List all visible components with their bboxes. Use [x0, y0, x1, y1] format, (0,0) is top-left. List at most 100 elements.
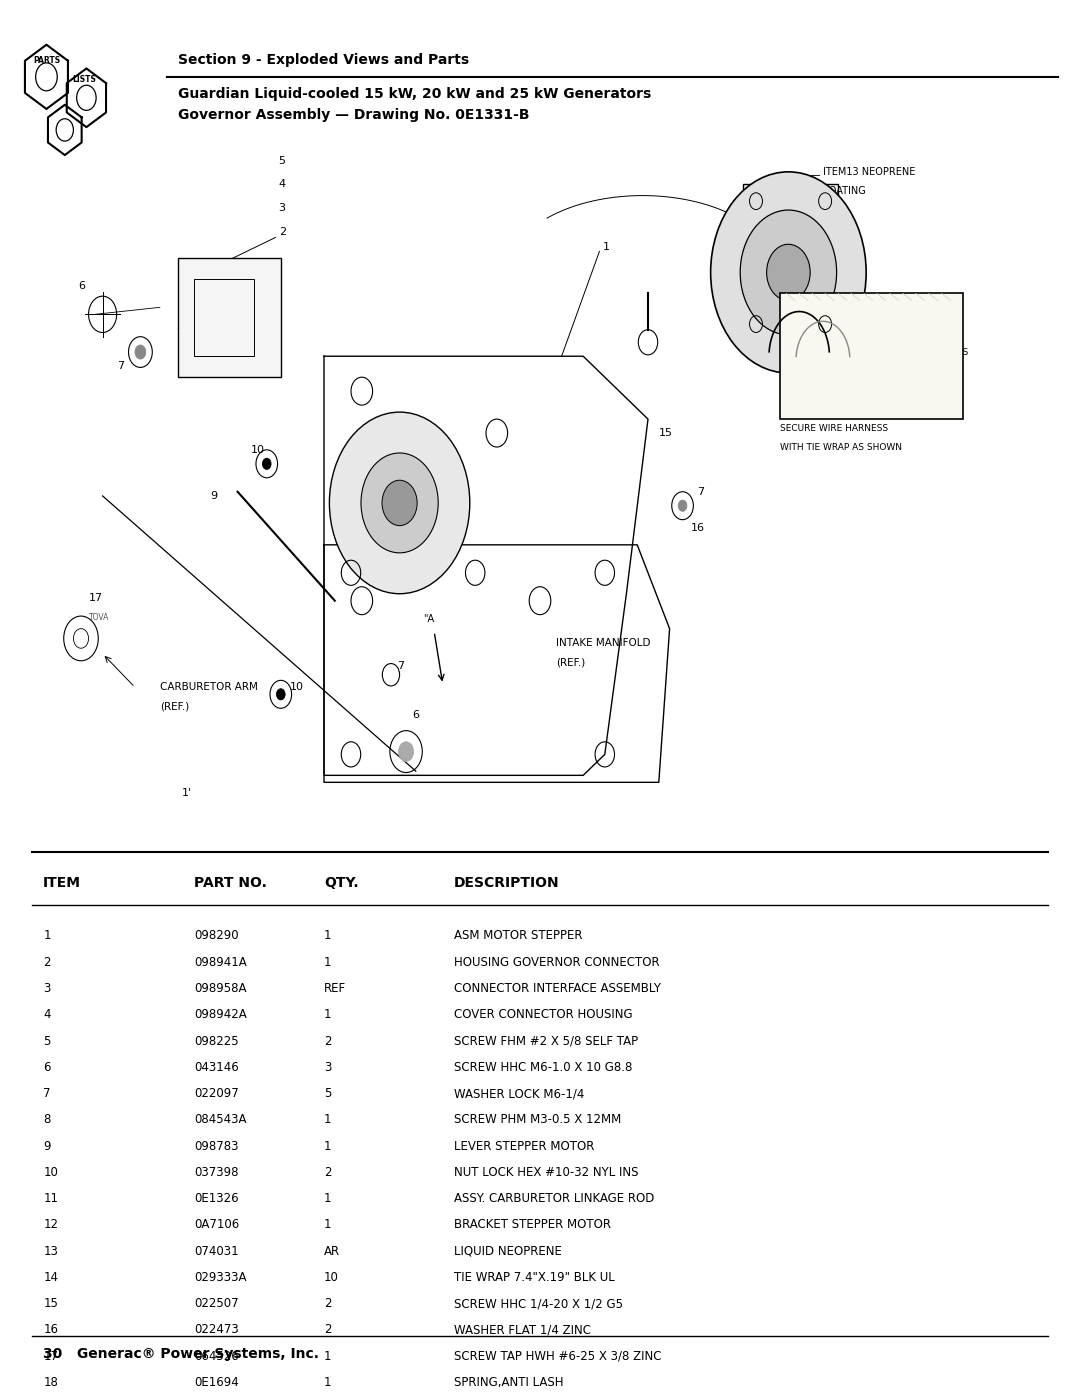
Text: PART NO.: PART NO. — [194, 876, 267, 890]
Text: 11: 11 — [43, 1192, 58, 1206]
Text: ASSY. CARBURETOR LINKAGE ROD: ASSY. CARBURETOR LINKAGE ROD — [454, 1192, 654, 1206]
Text: 098225: 098225 — [194, 1035, 239, 1048]
Text: SCREW TAP HWH #6-25 X 3/8 ZINC: SCREW TAP HWH #6-25 X 3/8 ZINC — [454, 1350, 661, 1362]
Bar — [743, 184, 838, 338]
Text: 084543A: 084543A — [194, 1113, 247, 1126]
Bar — [178, 258, 281, 377]
Text: 098958A: 098958A — [194, 982, 247, 995]
Text: WITH TIE WRAP AS SHOWN: WITH TIE WRAP AS SHOWN — [780, 443, 902, 451]
Circle shape — [740, 210, 837, 335]
Text: 14: 14 — [43, 1271, 58, 1284]
Text: DESCRIPTION: DESCRIPTION — [454, 876, 559, 890]
Text: LIQUID NEOPRENE: LIQUID NEOPRENE — [454, 1245, 562, 1257]
Text: 2: 2 — [324, 1035, 332, 1048]
Text: LEVER STEPPER MOTOR: LEVER STEPPER MOTOR — [454, 1140, 594, 1153]
Text: 6: 6 — [78, 281, 84, 292]
Text: SCREW FHM #2 X 5/8 SELF TAP: SCREW FHM #2 X 5/8 SELF TAP — [454, 1035, 637, 1048]
Text: 2: 2 — [324, 1298, 332, 1310]
Text: 0E1694: 0E1694 — [194, 1376, 239, 1389]
Text: 10: 10 — [251, 444, 265, 455]
Text: 17: 17 — [89, 592, 103, 604]
Text: 1: 1 — [324, 1140, 332, 1153]
Text: 10: 10 — [324, 1271, 339, 1284]
Text: AR: AR — [324, 1245, 340, 1257]
Text: CARBURETOR ARM: CARBURETOR ARM — [160, 682, 258, 693]
Text: 13: 13 — [43, 1245, 58, 1257]
Text: Governor Assembly — Drawing No. 0E1331-B: Governor Assembly — Drawing No. 0E1331-B — [178, 108, 529, 122]
Text: 022097: 022097 — [194, 1087, 239, 1099]
Text: 1: 1 — [603, 242, 609, 253]
Text: 16: 16 — [691, 522, 705, 534]
Text: 30   Generac® Power Systems, Inc.: 30 Generac® Power Systems, Inc. — [43, 1347, 320, 1361]
Text: 5: 5 — [324, 1087, 332, 1099]
Text: LISTS: LISTS — [72, 75, 96, 84]
Text: COATING: COATING — [823, 186, 867, 197]
Text: 5: 5 — [279, 155, 285, 166]
Text: 1: 1 — [324, 1218, 332, 1231]
Text: WASHER LOCK M6-1/4: WASHER LOCK M6-1/4 — [454, 1087, 584, 1099]
Text: Guardian Liquid-cooled 15 kW, 20 kW and 25 kW Generators: Guardian Liquid-cooled 15 kW, 20 kW and … — [178, 87, 651, 101]
Text: 12: 12 — [421, 546, 435, 557]
Text: 1: 1 — [324, 1350, 332, 1362]
Text: WASHER FLAT 1/4 ZINC: WASHER FLAT 1/4 ZINC — [454, 1323, 591, 1337]
Text: 2: 2 — [324, 1323, 332, 1337]
Text: Section 9 - Exploded Views and Parts: Section 9 - Exploded Views and Parts — [178, 53, 470, 67]
Text: 5: 5 — [43, 1035, 51, 1048]
Text: SCREW HHC 1/4-20 X 1/2 G5: SCREW HHC 1/4-20 X 1/2 G5 — [454, 1298, 622, 1310]
Text: REF: REF — [324, 982, 346, 995]
Text: 1: 1 — [324, 1113, 332, 1126]
Text: 17: 17 — [43, 1350, 58, 1362]
Circle shape — [678, 500, 687, 511]
Text: 1: 1 — [324, 929, 332, 943]
Circle shape — [382, 481, 417, 525]
Circle shape — [767, 244, 810, 300]
Text: "A: "A — [423, 615, 434, 624]
Text: 074031: 074031 — [194, 1245, 239, 1257]
Bar — [194, 279, 254, 356]
Circle shape — [276, 689, 285, 700]
Text: SCREW PHM M3-0.5 X 12MM: SCREW PHM M3-0.5 X 12MM — [454, 1113, 621, 1126]
Text: TIE WRAP 7.4"X.19" BLK UL: TIE WRAP 7.4"X.19" BLK UL — [454, 1271, 615, 1284]
Text: 2: 2 — [43, 956, 51, 968]
Text: 037398: 037398 — [194, 1166, 239, 1179]
Text: CONNECTOR INTERFACE ASSEMBLY: CONNECTOR INTERFACE ASSEMBLY — [454, 982, 661, 995]
Text: 2: 2 — [324, 1166, 332, 1179]
Text: (REF.): (REF.) — [160, 701, 189, 712]
Text: 7: 7 — [43, 1087, 51, 1099]
Circle shape — [262, 458, 271, 469]
Text: 18: 18 — [43, 1376, 58, 1389]
Text: 6: 6 — [43, 1060, 51, 1074]
Text: 7: 7 — [117, 360, 124, 372]
Text: 098290: 098290 — [194, 929, 239, 943]
Text: 8: 8 — [43, 1113, 51, 1126]
Text: 0A7106: 0A7106 — [194, 1218, 240, 1231]
Text: 0E1326: 0E1326 — [194, 1192, 239, 1206]
Text: 10: 10 — [289, 682, 303, 693]
Text: SPRING,ANTI LASH: SPRING,ANTI LASH — [454, 1376, 563, 1389]
Text: QTY.: QTY. — [324, 876, 359, 890]
Text: BRACKET STEPPER MOTOR: BRACKET STEPPER MOTOR — [454, 1218, 610, 1231]
Text: 029333A: 029333A — [194, 1271, 247, 1284]
Text: 098942A: 098942A — [194, 1009, 247, 1021]
Text: 6: 6 — [413, 710, 419, 721]
Circle shape — [329, 412, 470, 594]
Text: INTAKE MANIFOLD: INTAKE MANIFOLD — [556, 637, 650, 648]
Circle shape — [135, 345, 146, 359]
Bar — [780, 293, 963, 419]
Text: 3: 3 — [279, 203, 285, 214]
Circle shape — [399, 742, 414, 761]
Text: 10: 10 — [43, 1166, 58, 1179]
Text: COVER CONNECTOR HOUSING: COVER CONNECTOR HOUSING — [454, 1009, 632, 1021]
Text: NUT LOCK HEX #10-32 NYL INS: NUT LOCK HEX #10-32 NYL INS — [454, 1166, 638, 1179]
Text: 9: 9 — [43, 1140, 51, 1153]
Text: 1: 1 — [324, 1009, 332, 1021]
Text: 2: 2 — [279, 226, 286, 237]
Text: 022473: 022473 — [194, 1323, 239, 1337]
Text: 1: 1 — [43, 929, 51, 943]
Text: 1': 1' — [181, 788, 191, 799]
Text: (REF.): (REF.) — [556, 657, 585, 668]
Text: 4: 4 — [43, 1009, 51, 1021]
Text: ITEM: ITEM — [43, 876, 81, 890]
Text: 12: 12 — [43, 1218, 58, 1231]
Text: 16: 16 — [43, 1323, 58, 1337]
